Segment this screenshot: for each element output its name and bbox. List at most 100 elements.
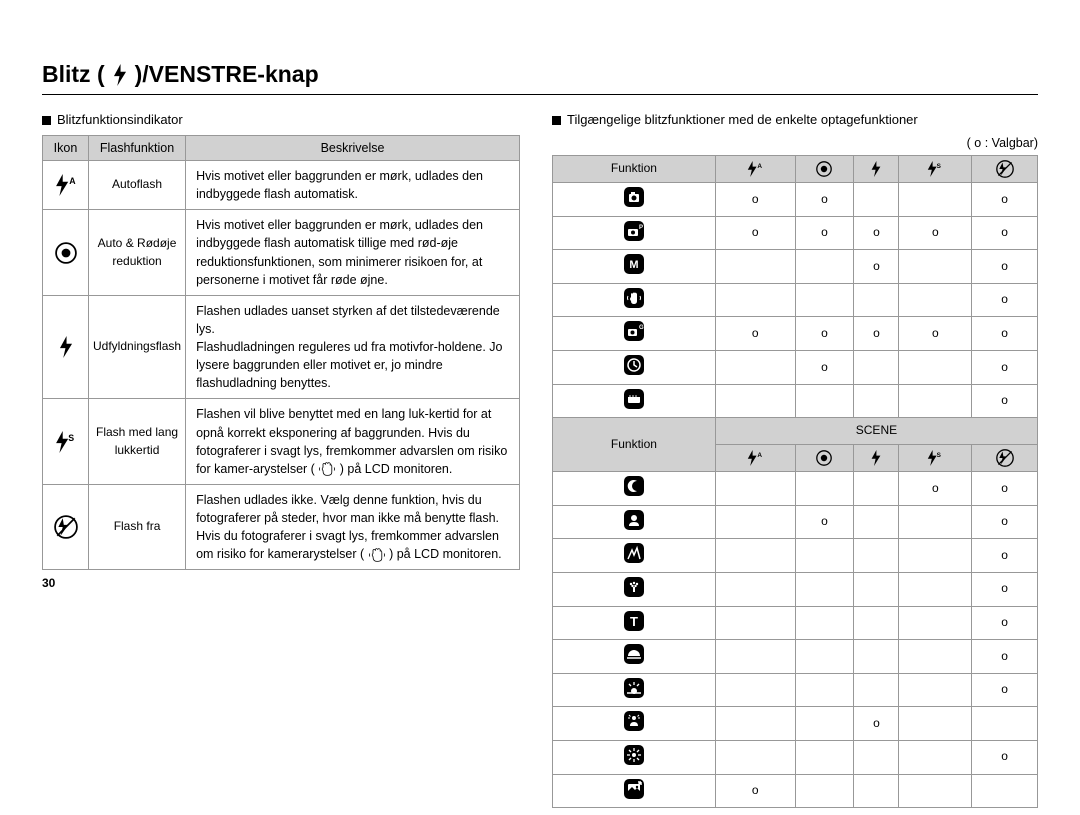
availability-cell (715, 640, 795, 674)
flash-desc: Flashen udlades uanset styrken af det ti… (186, 295, 520, 399)
mode-text-icon: T (553, 606, 716, 640)
availability-cell: o (972, 183, 1038, 217)
availability-cell (715, 740, 795, 774)
availability-cell (715, 472, 795, 506)
flash-name: Autoflash (89, 161, 186, 210)
availability-row: o (553, 572, 1038, 606)
availability-cell (715, 250, 795, 284)
title-suffix: )/VENSTRE-knap (135, 60, 319, 90)
mode-beach-icon (553, 774, 716, 808)
availability-row: To (553, 606, 1038, 640)
availability-cell (854, 183, 899, 217)
svg-text:A: A (758, 163, 763, 170)
flash-icon-fill (43, 295, 89, 399)
svg-text:S: S (937, 452, 942, 459)
availability-cell: o (899, 472, 972, 506)
page-title: Blitz ( )/VENSTRE-knap (42, 60, 1038, 95)
svg-text:T: T (630, 614, 638, 629)
funktion-header: Funktion (553, 156, 716, 183)
availability-cell (795, 572, 854, 606)
flash-desc: Hvis motivet eller baggrunden er mørk, u… (186, 210, 520, 296)
availability-row: oo (553, 505, 1038, 539)
availability-cell (899, 707, 972, 741)
mode-dis-icon (553, 283, 716, 317)
mode-guide-camera-icon: G (553, 317, 716, 351)
header-redeye-icon (795, 445, 854, 472)
legend: ( o : Valgbar) (552, 135, 1038, 151)
availability-cell (854, 283, 899, 317)
availability-cell: o (715, 317, 795, 351)
availability-cell: o (854, 216, 899, 250)
left-column: Blitzfunktionsindikator Ikon Flashfunkti… (42, 112, 520, 808)
header-slow-icon: S (899, 156, 972, 183)
availability-cell: o (899, 317, 972, 351)
header-redeye-icon (795, 156, 854, 183)
scene-header: SCENE (715, 418, 1037, 445)
availability-cell (899, 283, 972, 317)
mode-movie-icon (553, 384, 716, 418)
flash-name: Auto & Rødøje reduktion (89, 210, 186, 296)
availability-cell: o (715, 183, 795, 217)
svg-text:P: P (639, 225, 643, 231)
availability-cell: o (972, 384, 1038, 418)
left-heading: Blitzfunktionsindikator (42, 112, 520, 129)
availability-cell: o (972, 572, 1038, 606)
availability-cell (795, 384, 854, 418)
availability-cell (795, 606, 854, 640)
availability-cell (715, 505, 795, 539)
availability-cell (715, 384, 795, 418)
availability-cell (795, 250, 854, 284)
availability-cell: o (795, 351, 854, 385)
availability-cell (899, 250, 972, 284)
availability-cell (854, 351, 899, 385)
mode-landscape-icon (553, 572, 716, 606)
availability-cell: o (854, 707, 899, 741)
availability-table: Funktion AS oooPoooooMoooGoooooooo Funkt… (552, 155, 1038, 808)
availability-cell (854, 606, 899, 640)
availability-cell: o (715, 774, 795, 808)
availability-row: o (553, 740, 1038, 774)
flash-desc: Flashen vil blive benyttet med en lang l… (186, 399, 520, 485)
availability-cell: o (854, 250, 899, 284)
mode-children-icon (553, 539, 716, 573)
right-heading: Tilgængelige blitzfunktioner med de enke… (552, 112, 1038, 129)
mode-program-camera-icon: P (553, 216, 716, 250)
availability-cell: o (972, 673, 1038, 707)
availability-row: o (553, 707, 1038, 741)
availability-cell (854, 740, 899, 774)
availability-cell: o (972, 640, 1038, 674)
right-column: Tilgængelige blitzfunktioner med de enke… (552, 112, 1038, 808)
mode-portrait-icon (553, 505, 716, 539)
availability-cell (854, 774, 899, 808)
availability-cell (715, 283, 795, 317)
flash-icon-flash-auto: A (43, 161, 89, 210)
availability-cell (795, 673, 854, 707)
availability-row: o (553, 539, 1038, 573)
col-function: Flashfunktion (89, 135, 186, 160)
availability-row: Gooooo (553, 317, 1038, 351)
availability-cell: o (972, 283, 1038, 317)
availability-cell: o (972, 351, 1038, 385)
svg-text:M: M (629, 259, 638, 271)
availability-cell (854, 505, 899, 539)
header-fill-icon (854, 156, 899, 183)
header-slow-icon: S (899, 445, 972, 472)
header-off-icon (972, 156, 1038, 183)
header-fill-icon (854, 445, 899, 472)
flash-name: Udfyldningsflash (89, 295, 186, 399)
availability-cell (899, 640, 972, 674)
svg-text:S: S (68, 433, 74, 443)
availability-cell: o (854, 317, 899, 351)
availability-cell: o (795, 317, 854, 351)
availability-cell (795, 283, 854, 317)
flash-row: Flash fra Flashen udlades ikke. Vælg den… (43, 484, 520, 570)
availability-row: o (553, 673, 1038, 707)
mode-m-mode-icon: M (553, 250, 716, 284)
availability-cell (715, 673, 795, 707)
availability-cell (854, 384, 899, 418)
flash-icon-redeye (43, 210, 89, 296)
availability-row: oo (553, 472, 1038, 506)
flash-icon-slow: S (43, 399, 89, 485)
header-flash-auto-icon: A (715, 445, 795, 472)
availability-cell (899, 774, 972, 808)
